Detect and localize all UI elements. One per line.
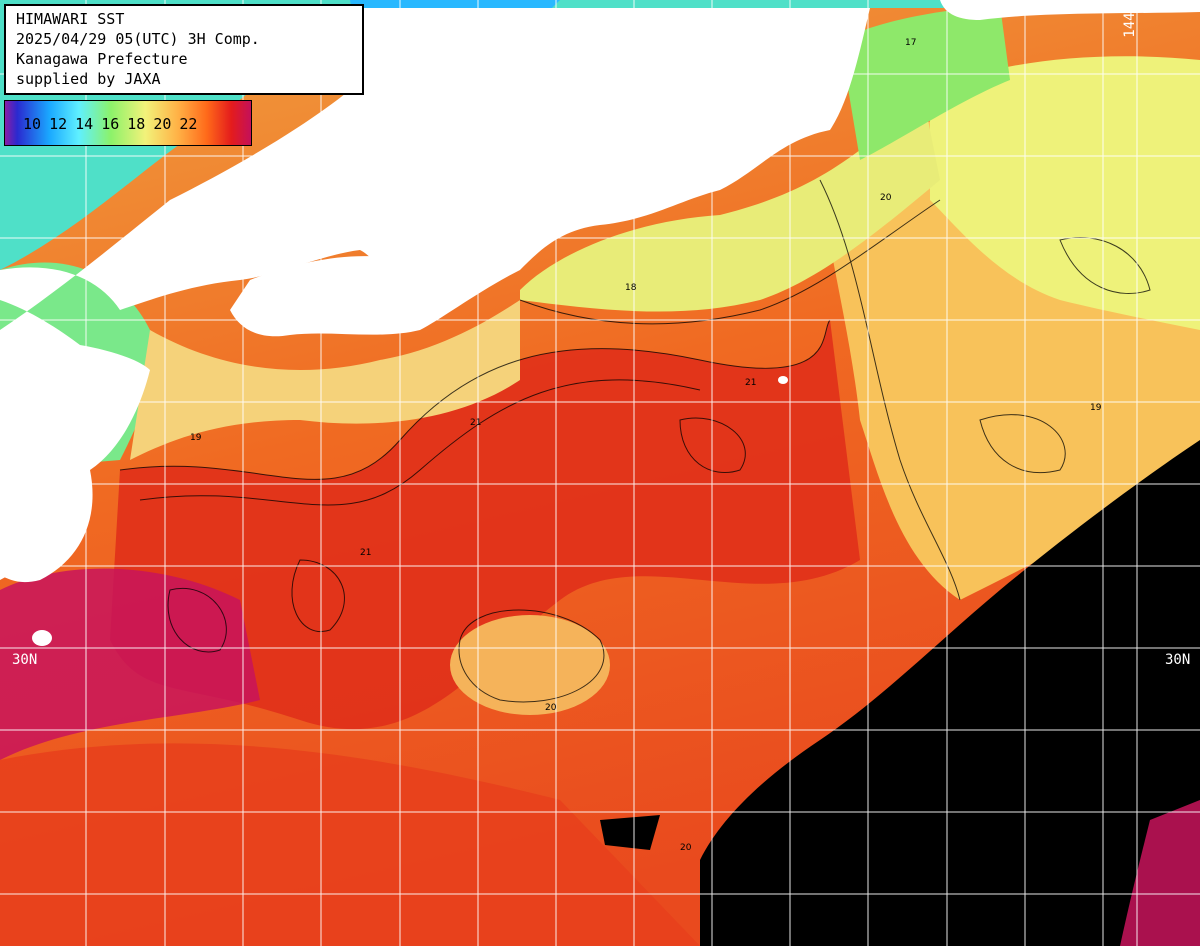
legend-label: 18 — [127, 115, 146, 133]
mild-zone-ne — [930, 56, 1200, 330]
contour-label: 20 — [680, 843, 692, 853]
contour-label: 20 — [880, 193, 892, 203]
contour-label: 19 — [1090, 403, 1102, 413]
title-box: HIMAWARI SST 2025/04/29 05(UTC) 3H Comp.… — [4, 4, 364, 95]
lower-warm — [0, 743, 700, 946]
title-line-product: HIMAWARI SST — [16, 10, 125, 28]
legend-label: 16 — [101, 115, 120, 133]
warm-eddy — [450, 615, 610, 715]
contour-label-group: 19 21 20 21 20 17 19 18 21 20 — [190, 38, 1102, 853]
contour-label: 18 — [625, 283, 637, 293]
no-data-patch — [600, 815, 660, 850]
contour-label: 21 — [745, 378, 756, 388]
hot-patch-sw — [0, 568, 260, 760]
warm-current — [110, 320, 860, 730]
land-shikoku — [230, 256, 424, 337]
land-kyushu — [0, 390, 93, 583]
contour-label: 19 — [190, 433, 202, 443]
contour-label: 21 — [360, 548, 371, 558]
legend-label: 10 — [23, 115, 42, 133]
coastal-cool — [520, 80, 940, 312]
lon-label-top: 144E — [1122, 4, 1138, 38]
title-line-timestamp: 2025/04/29 05(UTC) 3H Comp. — [16, 30, 260, 48]
land-honshu-north — [0, 8, 870, 580]
legend-labels: 10 12 14 16 18 20 22 — [23, 115, 197, 133]
legend-label: 12 — [49, 115, 68, 133]
contour-lines — [119, 179, 1151, 703]
legend-label: 14 — [75, 115, 94, 133]
mild-strip-west — [130, 300, 520, 460]
temperature-legend: 10 12 14 16 18 20 22 — [4, 100, 252, 146]
lat-label-right: 30N — [1165, 652, 1191, 668]
contour-label: 21 — [470, 418, 481, 428]
lat-label-left: 30N — [12, 652, 38, 668]
contour-label: 20 — [545, 703, 557, 713]
island-south — [32, 630, 52, 646]
title-line-supplier: supplied by JAXA — [16, 70, 161, 88]
legend-label: 20 — [153, 115, 172, 133]
contour-label: 17 — [905, 38, 916, 48]
title-line-prefecture: Kanagawa Prefecture — [16, 50, 188, 68]
land-top-right — [940, 0, 1200, 20]
island-small — [778, 376, 788, 384]
legend-label: 22 — [179, 115, 198, 133]
hot-patch-se — [1120, 800, 1200, 946]
coastal-green — [840, 5, 1010, 160]
